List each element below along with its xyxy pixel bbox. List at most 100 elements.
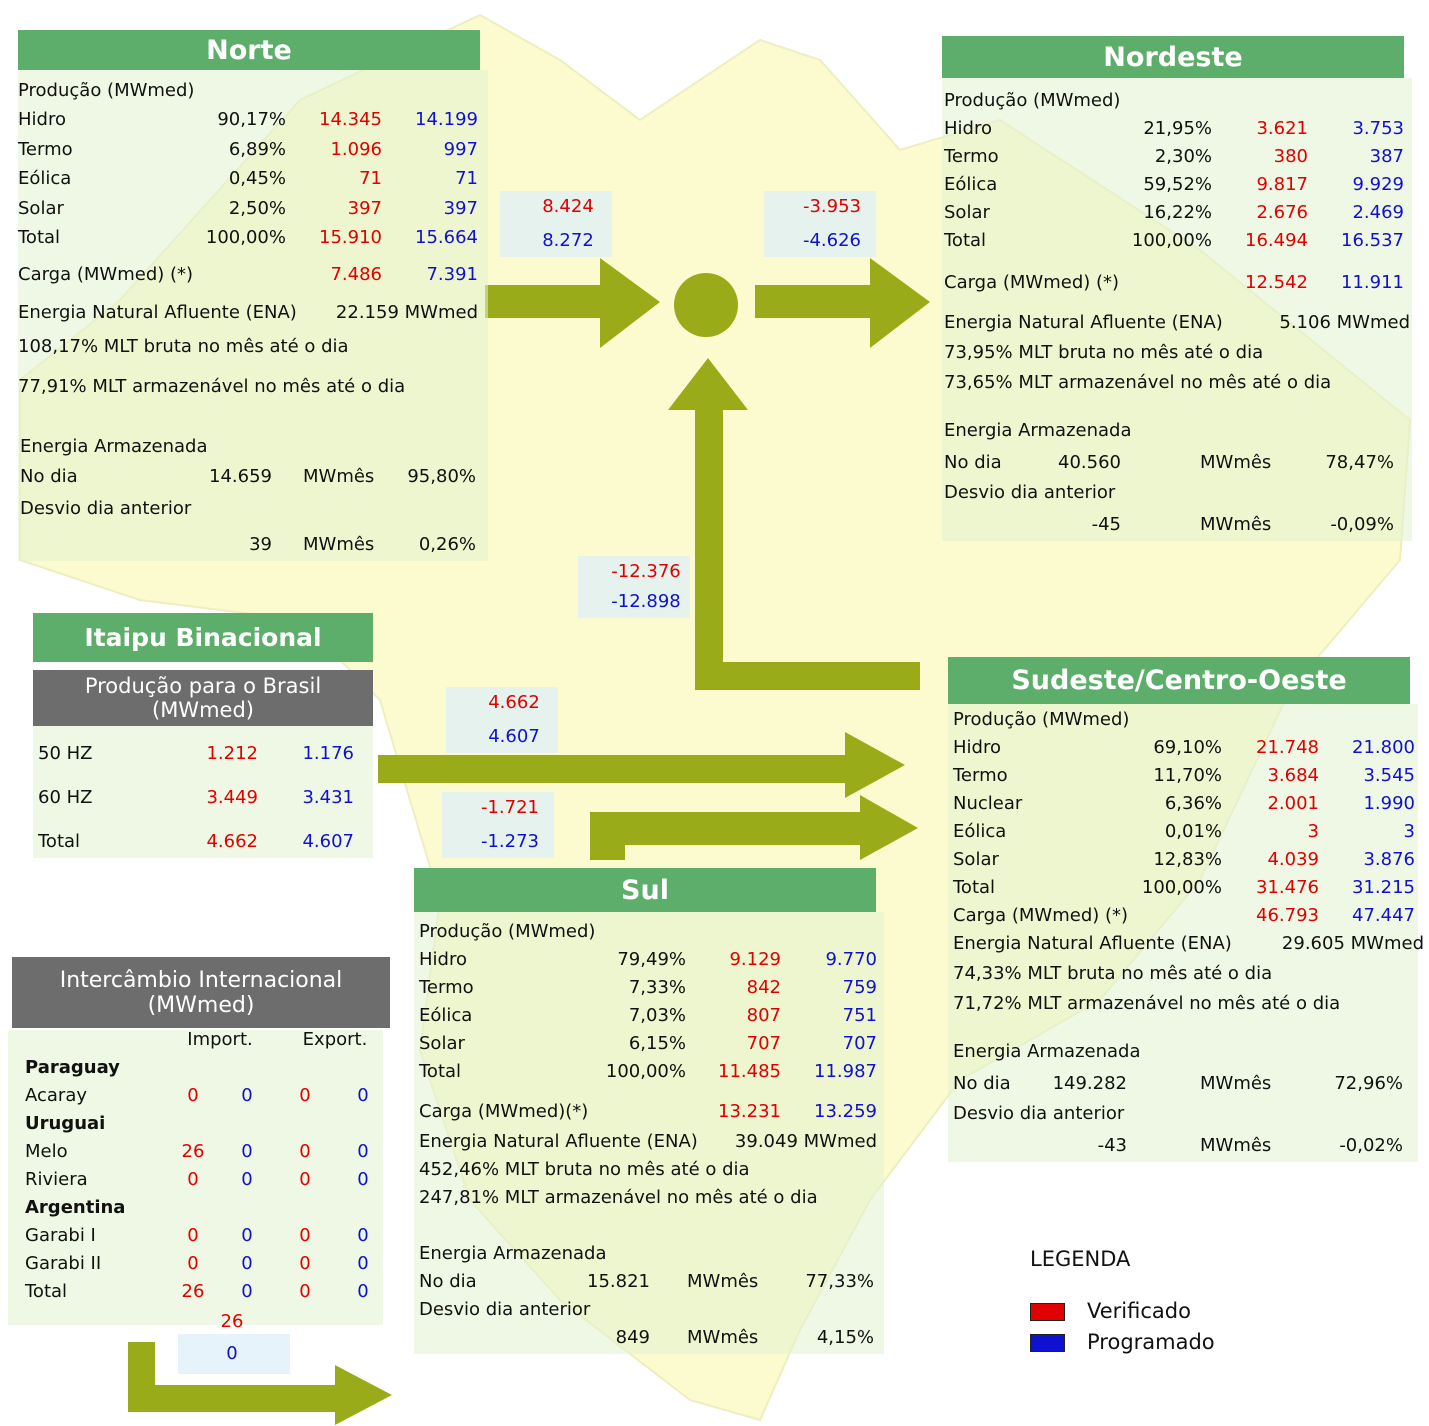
percent: 100,00% [605,1061,686,1082]
verified-value: 7.486 [330,264,382,285]
row-label: Eólica [419,1005,473,1026]
percent: 59,52% [1143,174,1212,195]
row-label: Hidro [953,737,1001,758]
row-label: Desvio dia anterior [953,1103,1125,1124]
panel-title: Sudeste/Centro-Oeste [948,657,1410,704]
value: -45 [1091,514,1121,535]
row-label: Carga (MWmed) (*) [944,272,1120,293]
panel-title: Nordeste [942,36,1404,78]
ena-value: 5.106 MWmed [1279,312,1410,333]
verified-value: 0 [187,1169,199,1190]
scheduled-value: 3.753 [1352,118,1404,139]
scheduled-value: 1.176 [302,743,354,764]
flow-bg [764,191,876,257]
percent: 6,15% [628,1033,686,1054]
scheduled-value: 13.259 [814,1101,877,1122]
row-label: Acaray [25,1085,88,1106]
verified-flow: -12.376 [611,561,681,582]
verified-value: 14.345 [319,109,382,131]
row-label: No dia [419,1271,477,1292]
verified-value: 707 [746,1033,781,1054]
row-label: Eólica [18,168,72,190]
row-label: Total [419,1061,462,1082]
country: Uruguai [25,1113,106,1134]
legend-title: LEGENDA [1030,1247,1131,1271]
percent: 16,22% [1143,202,1212,223]
text: Produção (MWmed) [953,709,1130,730]
note: 73,65% MLT armazenável no mês até o dia [944,372,1332,393]
arrow [590,795,918,860]
row-label: Riviera [25,1169,88,1190]
verified-value: 71 [359,168,382,190]
row-label: Termo [419,977,474,998]
unit: MWmês [1200,514,1272,535]
row-label: Solar [18,197,64,219]
value: 15.821 [587,1271,650,1292]
scheduled-value: 0 [357,1141,369,1162]
verified-value: 16.494 [1245,230,1308,251]
unit: MWmês [687,1271,759,1292]
percent: 21,95% [1143,118,1212,139]
arrows [128,258,930,1425]
row-label: Termo [18,138,73,160]
value: 40.560 [1058,452,1121,473]
flow-bg [178,1334,290,1374]
section-label: Energia Armazenada [20,436,208,457]
scheduled-value: 0 [241,1169,253,1190]
scheduled-value: 751 [842,1005,877,1026]
scheduled-value: 997 [443,138,478,160]
scheduled-value: 0 [357,1169,369,1190]
row-label: Total [25,1281,68,1302]
scheduled-value: 0 [357,1225,369,1246]
row-label: No dia [953,1073,1011,1094]
verified-value: 31.476 [1256,877,1319,898]
verified-value: 0 [299,1225,311,1246]
verified-value: 9.129 [729,949,781,970]
note: 247,81% MLT armazenável no mês até o dia [419,1187,818,1208]
verified-value: 0 [187,1085,199,1106]
percent: 78,47% [1325,452,1394,473]
scheduled-value: 21.800 [1352,737,1415,758]
country: Argentina [25,1197,126,1218]
row-label: Desvio dia anterior [419,1299,591,1320]
row-label: Energia Natural Afluente (ENA) [944,312,1223,333]
scheduled-flow: -4.626 [802,230,862,251]
value: -43 [1097,1135,1127,1156]
row-label: 60 HZ [38,787,93,808]
verified-value: 0 [187,1253,199,1274]
scheduled-value: 47.447 [1352,905,1415,926]
unit: MWmês [1200,452,1272,473]
verified-value: 12.542 [1245,272,1308,293]
percent: -0,02% [1339,1135,1403,1156]
percent: 7,03% [628,1005,686,1026]
percent: 100,00% [1131,230,1212,251]
scheduled-value: 14.199 [415,109,478,131]
verified-value: 1.096 [330,138,382,160]
panel-bg [942,78,1412,541]
verified-value: 26 [181,1281,205,1302]
verified-value: 0 [299,1281,311,1302]
verified-value: 1.212 [206,743,258,764]
verified-value: 807 [746,1005,781,1026]
arrow [755,258,930,348]
scheduled-value: 397 [443,197,478,219]
note: 71,72% MLT armazenável no mês até o dia [953,993,1341,1014]
verified-value: 3.621 [1256,118,1308,139]
scheduled-value: 0 [357,1253,369,1274]
percent: 7,33% [628,977,686,998]
text: Produção (MWmed) [18,80,195,101]
percent: 12,83% [1153,849,1222,870]
row-label: Desvio dia anterior [944,482,1116,503]
flow-bg [442,792,554,858]
column-header: Import. [187,1029,253,1050]
row-label: Solar [953,849,999,870]
panel-bg [8,1030,383,1325]
row-label: Melo [25,1141,68,1162]
panel-title: Itaipu Binacional [33,613,373,662]
verified-value: 380 [1273,146,1308,167]
scheduled-value: 759 [842,977,877,998]
text: Produção (MWmed) [944,90,1121,111]
verified-value: 4.662 [206,831,258,852]
scheduled-value: 0 [357,1085,369,1106]
